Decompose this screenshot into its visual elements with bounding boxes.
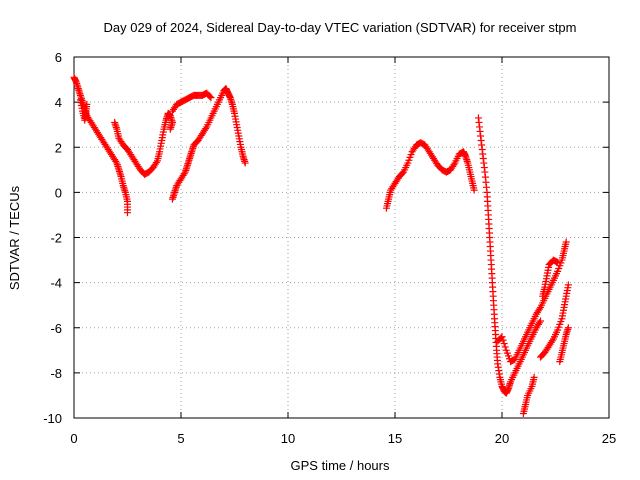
x-tick-label: 25	[602, 431, 616, 446]
data-point	[501, 343, 509, 351]
series-arc5	[382, 139, 478, 212]
data-point	[470, 186, 478, 194]
series-arc3	[168, 85, 249, 203]
y-tick-label: 0	[55, 185, 62, 200]
y-tick-label: 2	[55, 140, 62, 155]
data-point	[202, 125, 210, 133]
series-arc1b	[76, 96, 91, 124]
data-point	[166, 125, 174, 133]
grid	[74, 57, 609, 418]
data-point	[535, 319, 543, 327]
y-tick-label: -2	[50, 231, 62, 246]
series-arc2	[111, 109, 176, 178]
data-series	[70, 73, 572, 417]
data-point	[498, 333, 506, 341]
data-point	[112, 157, 120, 165]
y-tick-labels: -10 -8 -6 -4 -2 0 2 4 6	[43, 50, 62, 426]
data-point	[83, 100, 91, 108]
x-tick-labels: 0 5 10 15 20 25	[70, 431, 616, 446]
x-tick-label: 20	[495, 431, 509, 446]
data-point	[562, 238, 570, 246]
y-tick-label: -10	[43, 411, 62, 426]
series-arc9	[537, 281, 572, 361]
x-tick-label: 10	[281, 431, 295, 446]
data-point	[535, 305, 543, 313]
data-point	[206, 92, 214, 100]
data-point	[537, 317, 545, 325]
y-tick-label: 4	[55, 95, 62, 110]
chart-title: Day 029 of 2024, Sidereal Day-to-day VTE…	[104, 20, 577, 35]
data-point	[548, 337, 556, 345]
data-point	[152, 158, 160, 166]
axis-ticks	[73, 56, 610, 419]
data-point	[450, 161, 458, 169]
data-point	[500, 340, 508, 348]
y-axis-label: SDTVAR / TECUs	[7, 185, 22, 290]
data-point	[207, 94, 215, 102]
data-point	[241, 159, 249, 167]
data-point	[530, 373, 538, 381]
series-arc7	[494, 238, 570, 366]
series-arc6	[474, 114, 545, 397]
x-tick-label: 5	[177, 431, 184, 446]
data-point	[564, 324, 572, 332]
y-tick-label: -8	[50, 366, 62, 381]
series-arc4	[168, 89, 215, 115]
x-tick-label: 15	[388, 431, 402, 446]
data-point	[499, 336, 507, 344]
x-axis-label: GPS time / hours	[291, 458, 390, 473]
data-point	[180, 170, 188, 178]
y-tick-label: -6	[50, 321, 62, 336]
x-tick-label: 0	[70, 431, 77, 446]
data-point	[124, 209, 131, 217]
series-arc8	[519, 373, 538, 417]
y-tick-label: -4	[50, 276, 62, 291]
series-arc11	[556, 324, 572, 366]
y-tick-label: 6	[55, 50, 62, 65]
data-point	[564, 281, 572, 289]
data-point	[554, 258, 562, 266]
series-arc10	[539, 256, 562, 300]
